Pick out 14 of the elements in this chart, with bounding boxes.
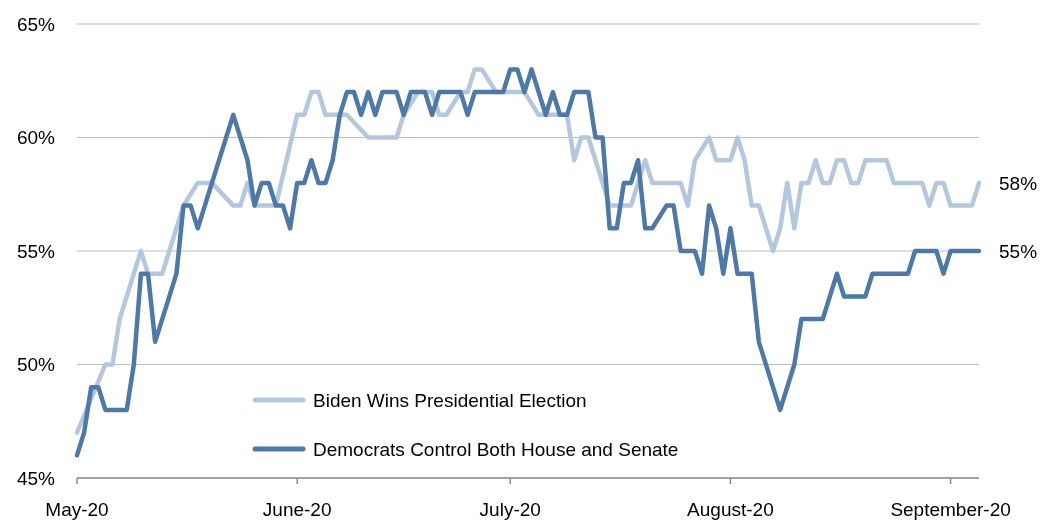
x-tick-label: July-20: [479, 499, 541, 520]
annotation: 55%: [999, 240, 1038, 262]
x-tick-label: August-20: [687, 499, 774, 520]
y-tick-label: 50%: [16, 354, 56, 376]
y-tick-label: 45%: [16, 467, 56, 489]
legend-label: Democrats Control Both House and Senate: [313, 438, 679, 460]
legend-label: Biden Wins Presidential Election: [313, 389, 587, 411]
x-tick-label: May-20: [45, 499, 109, 520]
y-tick-label: 60%: [16, 127, 56, 149]
y-tick-label: 65%: [16, 13, 56, 35]
annotation: 58%: [999, 172, 1038, 194]
x-tick-label: June-20: [262, 499, 332, 520]
x-tick-label: September-20: [890, 499, 1011, 520]
y-tick-label: 55%: [16, 240, 56, 262]
